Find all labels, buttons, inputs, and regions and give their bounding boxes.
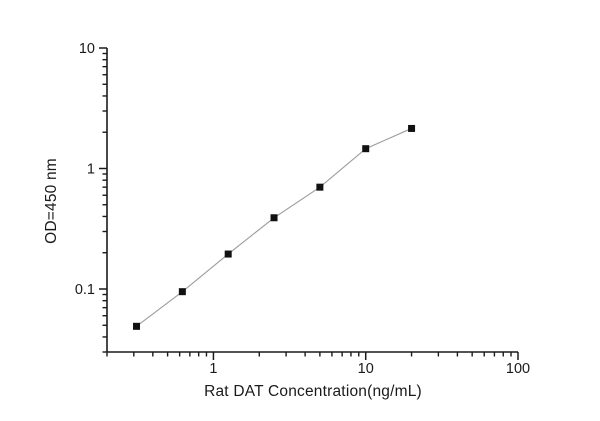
y-tick-label: 0.1 xyxy=(75,282,95,298)
x-axis-title: Rat DAT Concentration(ng/mL) xyxy=(204,383,422,400)
data-point-marker xyxy=(133,322,141,330)
data-point-marker xyxy=(362,145,370,153)
x-tick-label: 100 xyxy=(506,361,530,377)
y-axis-title: OD=450 nm xyxy=(43,158,60,244)
data-point-marker xyxy=(316,183,324,191)
data-point-marker xyxy=(178,288,186,296)
y-tick-label: 10 xyxy=(79,41,95,57)
y-tick-label: 1 xyxy=(87,161,95,177)
x-tick-label: 10 xyxy=(358,361,374,377)
series-line xyxy=(136,127,412,327)
data-point-marker xyxy=(270,214,278,222)
x-tick-label: 1 xyxy=(209,361,217,377)
data-point-marker xyxy=(224,250,232,258)
data-point-marker xyxy=(408,124,416,132)
